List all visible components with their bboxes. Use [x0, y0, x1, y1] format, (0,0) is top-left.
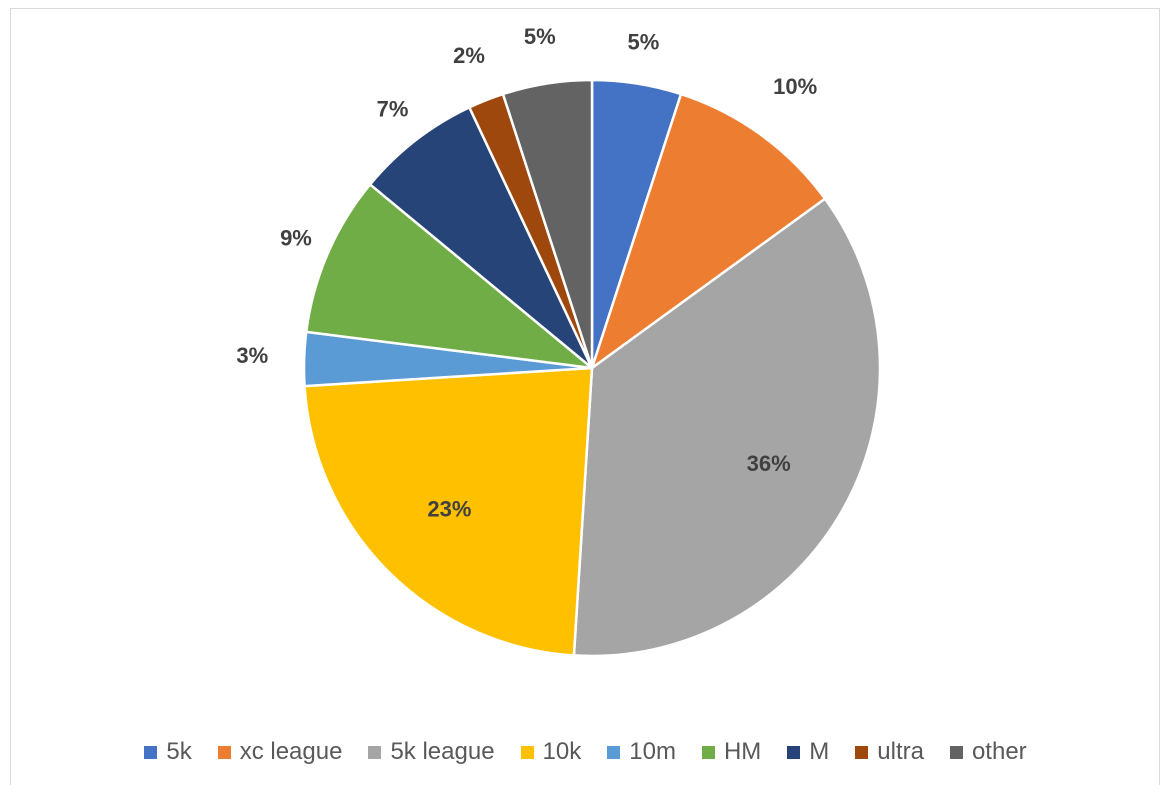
legend-item-hm: HM — [701, 738, 762, 766]
legend-label-5k-league: 5k league — [390, 738, 495, 765]
pie-slice-other — [501, 78, 594, 370]
legend-item-ultra: ultra — [855, 738, 924, 766]
legend-label-hm: HM — [723, 738, 762, 765]
legend-item-10m: 10m — [607, 738, 676, 766]
legend-swatch-m — [787, 745, 801, 759]
legend-label-10k: 10k — [542, 738, 582, 765]
pie-slice-10k — [303, 366, 594, 657]
pie-slice-m — [368, 106, 594, 370]
pie-slice-hm — [305, 183, 594, 370]
legend-label-5k: 5k — [166, 738, 192, 765]
data-label-ultra: 2% — [453, 43, 485, 68]
legend-label-m: M — [809, 738, 830, 765]
data-label-10k: 23% — [427, 496, 471, 521]
legend-label-ultra: ultra — [877, 738, 924, 765]
legend-swatch-10k — [520, 745, 534, 759]
legend-item-5k-league: 5k league — [368, 738, 495, 766]
data-label-5k: 5% — [627, 30, 659, 55]
legend-swatch-xc-league — [217, 745, 231, 759]
legend-swatch-ultra — [855, 745, 869, 759]
legend-swatch-hm — [701, 745, 715, 759]
data-label-m: 7% — [377, 97, 409, 122]
pie-slice-5k-league — [572, 197, 882, 658]
data-label-hm: 9% — [280, 226, 312, 251]
legend-item-other: other — [949, 738, 1027, 766]
pie-slice-xc-league — [590, 92, 827, 370]
legend-swatch-10m — [607, 745, 621, 759]
legend-label-10m: 10m — [629, 738, 676, 765]
legend-item-xc-league: xc league — [217, 738, 343, 766]
legend-item-m: M — [787, 738, 829, 766]
legend-item-10k: 10k — [520, 738, 582, 766]
data-label-xc-league: 10% — [773, 74, 817, 99]
data-label-10m: 3% — [236, 343, 268, 368]
legend-swatch-other — [949, 745, 963, 759]
legend-item-5k: 5k — [144, 738, 192, 766]
data-label-other: 5% — [524, 24, 556, 49]
legend-label-other: other — [971, 738, 1027, 765]
legend-label-xc-league: xc league — [239, 738, 343, 765]
legend-swatch-5k-league — [368, 745, 382, 759]
legend-swatch-5k — [144, 745, 158, 759]
data-label-5k-league: 36% — [747, 451, 791, 476]
